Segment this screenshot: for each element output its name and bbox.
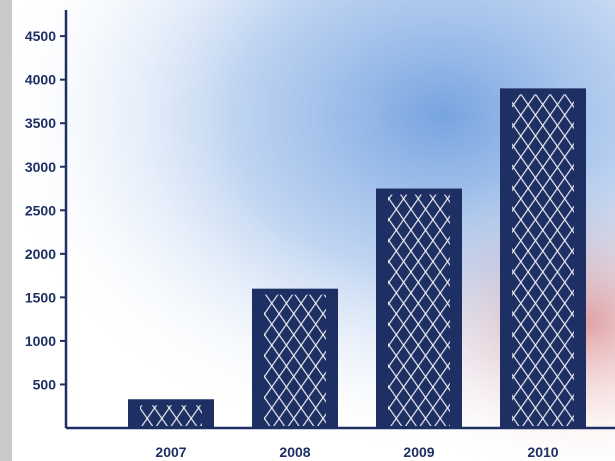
y-tick-label: 3000 <box>25 159 56 175</box>
bar-pattern <box>512 94 574 426</box>
y-tick-label: 1000 <box>25 333 56 349</box>
bar-pattern <box>388 194 450 426</box>
bar-2010 <box>500 88 586 428</box>
y-tick-label: 4500 <box>25 28 56 44</box>
bar-2008 <box>252 288 338 428</box>
bar-2009 <box>376 188 462 428</box>
y-tick-label: 1500 <box>25 289 56 305</box>
y-axis-ticks: 500 1000 1500 2000 2500 3000 3500 4000 4500 <box>25 28 66 392</box>
y-tick-label: 500 <box>33 376 57 392</box>
left-gray-strip <box>0 0 12 461</box>
bar-2007 <box>128 399 214 428</box>
x-tick-label: 2007 <box>155 444 186 460</box>
y-tick-label: 3500 <box>25 115 56 131</box>
bar-pattern <box>264 294 326 426</box>
bars <box>128 88 586 428</box>
y-tick-label: 4000 <box>25 72 56 88</box>
bar-pattern <box>140 405 202 426</box>
y-tick-label: 2000 <box>25 246 56 262</box>
y-tick-label: 2500 <box>25 202 56 218</box>
x-tick-label: 2009 <box>403 444 434 460</box>
x-tick-label: 2010 <box>527 444 558 460</box>
x-axis-labels: 2007 2008 2009 2010 <box>155 444 558 460</box>
x-tick-label: 2008 <box>279 444 310 460</box>
